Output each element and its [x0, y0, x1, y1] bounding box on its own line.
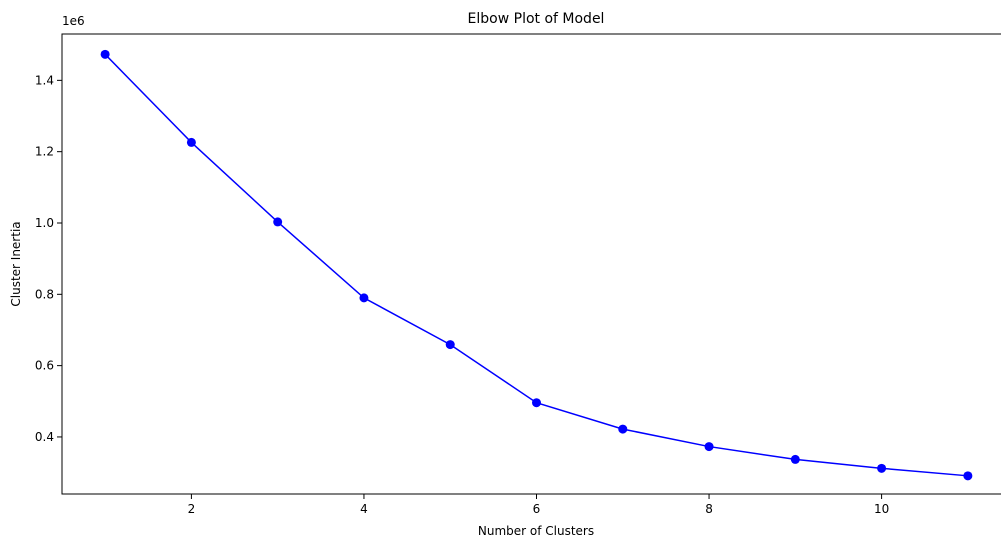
y-tick-label: 0.4 [35, 430, 54, 444]
x-tick-label: 8 [705, 502, 713, 516]
x-axis-label: Number of Clusters [478, 524, 594, 538]
y-offset-label: 1e6 [62, 14, 85, 28]
data-point [877, 463, 887, 473]
plot-area [100, 49, 973, 481]
axes-frame [61, 33, 1001, 495]
x-tick-label: 4 [360, 502, 368, 516]
x-tick-label: 2 [188, 502, 196, 516]
y-axis-label: Cluster Inertia [9, 221, 23, 306]
data-point [790, 454, 800, 464]
x-tick-label: 6 [533, 502, 541, 516]
data-point [704, 442, 714, 452]
data-point [532, 398, 541, 408]
x-axis-ticks: 2 4 6 8 10 [188, 494, 889, 516]
y-axis-ticks: 0.4 0.6 0.8 1.0 1.2 1.4 [35, 73, 62, 444]
y-tick-label: 1.0 [35, 216, 54, 230]
data-point [273, 217, 283, 227]
y-tick-label: 1.2 [35, 145, 54, 159]
data-point [963, 471, 973, 481]
y-tick-label: 0.6 [35, 359, 54, 373]
x-tick-label: 10 [874, 502, 889, 516]
data-point [359, 293, 369, 303]
data-point [186, 137, 196, 147]
y-tick-label: 0.8 [35, 287, 54, 301]
data-point [618, 424, 628, 434]
y-tick-label: 1.4 [35, 73, 54, 87]
chart-title: Elbow Plot of Model [468, 11, 605, 27]
data-point [100, 49, 110, 59]
data-point [445, 340, 455, 350]
